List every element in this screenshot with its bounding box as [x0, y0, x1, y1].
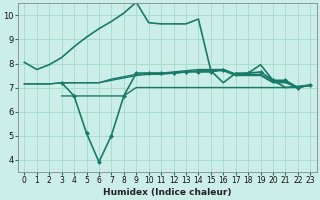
X-axis label: Humidex (Indice chaleur): Humidex (Indice chaleur): [103, 188, 232, 197]
